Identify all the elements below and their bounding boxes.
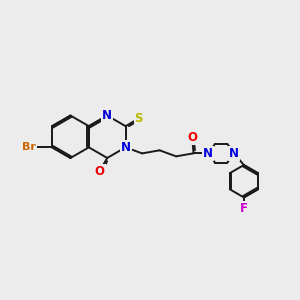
Text: N: N [229,147,239,160]
Text: N: N [102,109,112,122]
Text: N: N [121,141,130,154]
Text: Br: Br [22,142,36,152]
Text: S: S [135,112,143,125]
Text: O: O [94,165,105,178]
Text: N: N [203,147,213,160]
Text: F: F [240,202,248,215]
Text: O: O [187,131,197,144]
